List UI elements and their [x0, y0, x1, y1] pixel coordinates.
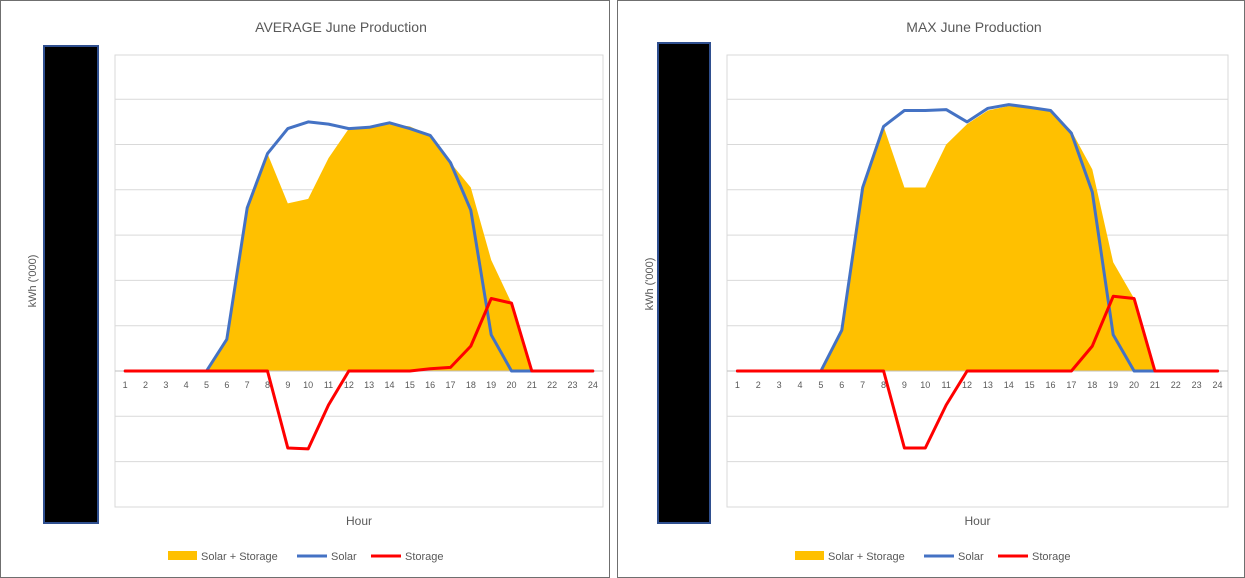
x-tick-label: 3 — [777, 380, 782, 390]
x-tick-label: 8 — [265, 380, 270, 390]
redaction-block — [657, 42, 711, 524]
series-line-storage — [123, 297, 595, 451]
legend-label: Solar — [958, 551, 984, 563]
x-tick-label: 21 — [1150, 380, 1160, 390]
x-tick-label: 24 — [1213, 380, 1223, 390]
x-tick-label: 10 — [303, 380, 313, 390]
x-tick-label: 6 — [839, 380, 844, 390]
series-line-storage — [735, 294, 1220, 450]
x-tick-label: 3 — [163, 380, 168, 390]
x-tick-label: 13 — [364, 380, 374, 390]
series-area-solar-plus-storage — [125, 124, 593, 371]
y-axis-label: kWh ('000) — [644, 258, 656, 311]
legend-swatch — [795, 551, 824, 560]
legend-item: Solar + Storage — [795, 551, 905, 563]
x-tick-label: 8 — [881, 380, 886, 390]
x-tick-label: 11 — [942, 380, 951, 390]
x-tick-label: 5 — [818, 380, 823, 390]
x-tick-label: 2 — [143, 380, 148, 390]
x-tick-label: 12 — [344, 380, 354, 390]
x-tick-label: 21 — [527, 380, 537, 390]
legend-item: Solar + Storage — [168, 551, 278, 563]
legend: Solar + Storage Solar Storage — [168, 551, 444, 563]
x-tick-label: 18 — [1087, 380, 1097, 390]
x-tick-label: 15 — [1025, 380, 1035, 390]
x-tick-label: 23 — [567, 380, 577, 390]
legend-label: Solar + Storage — [828, 551, 905, 563]
redaction-block — [43, 45, 99, 524]
x-tick-label: 7 — [860, 380, 865, 390]
x-tick-label: 5 — [204, 380, 209, 390]
legend-label: Solar + Storage — [201, 551, 278, 563]
x-tick-label: 20 — [506, 380, 516, 390]
x-axis-label: Hour — [964, 514, 990, 528]
x-tick-label: 24 — [588, 380, 598, 390]
x-tick-label: 1 — [123, 380, 128, 390]
x-tick-label: 4 — [798, 380, 803, 390]
x-tick-label: 6 — [224, 380, 229, 390]
x-tick-label: 18 — [466, 380, 476, 390]
x-tick-label: 16 — [1046, 380, 1056, 390]
x-axis-label: Hour — [346, 514, 372, 528]
legend-label: Solar — [331, 551, 357, 563]
x-tick-label: 12 — [962, 380, 972, 390]
x-tick-labels: 1 2 3 4 5 6 7 8 9 10 11 12 13 14 15 16 17 18 19 20 21 22 23 24 — [735, 380, 1223, 390]
x-tick-label: 16 — [425, 380, 435, 390]
chart-title: AVERAGE June Production — [255, 19, 427, 35]
x-tick-label: 22 — [547, 380, 557, 390]
x-tick-label: 17 — [1066, 380, 1076, 390]
x-tick-label: 17 — [445, 380, 455, 390]
x-tick-label: 22 — [1171, 380, 1181, 390]
series-area-solar-plus-storage — [737, 106, 1218, 371]
plot-area — [726, 54, 1229, 508]
legend-item: Solar — [297, 551, 357, 563]
x-tick-label: 11 — [324, 380, 333, 390]
x-tick-label: 2 — [756, 380, 761, 390]
y-axis-label: kWh ('000) — [27, 255, 39, 308]
x-tick-label: 7 — [245, 380, 250, 390]
x-tick-label: 19 — [1108, 380, 1118, 390]
x-tick-label: 9 — [285, 380, 290, 390]
legend-item: Storage — [998, 551, 1071, 563]
legend-item: Solar — [924, 551, 984, 563]
legend-label: Storage — [1032, 551, 1071, 563]
legend-item: Storage — [371, 551, 444, 563]
x-tick-label: 19 — [486, 380, 496, 390]
x-tick-label: 14 — [384, 380, 394, 390]
x-tick-label: 20 — [1129, 380, 1139, 390]
plot-area — [114, 54, 604, 508]
x-tick-labels: 1 2 3 4 5 6 7 8 9 10 11 12 13 14 15 16 17 18 19 20 21 22 23 24 — [123, 380, 598, 390]
x-tick-label: 9 — [902, 380, 907, 390]
x-tick-label: 10 — [920, 380, 930, 390]
legend-label: Storage — [405, 551, 444, 563]
x-tick-label: 15 — [405, 380, 415, 390]
x-tick-label: 14 — [1004, 380, 1014, 390]
x-tick-label: 13 — [983, 380, 993, 390]
x-tick-label: 4 — [184, 380, 189, 390]
x-tick-label: 1 — [735, 380, 740, 390]
x-tick-label: 23 — [1192, 380, 1202, 390]
chart-title: MAX June Production — [906, 19, 1041, 35]
legend-swatch — [168, 551, 197, 560]
legend: Solar + Storage Solar Storage — [795, 551, 1071, 563]
